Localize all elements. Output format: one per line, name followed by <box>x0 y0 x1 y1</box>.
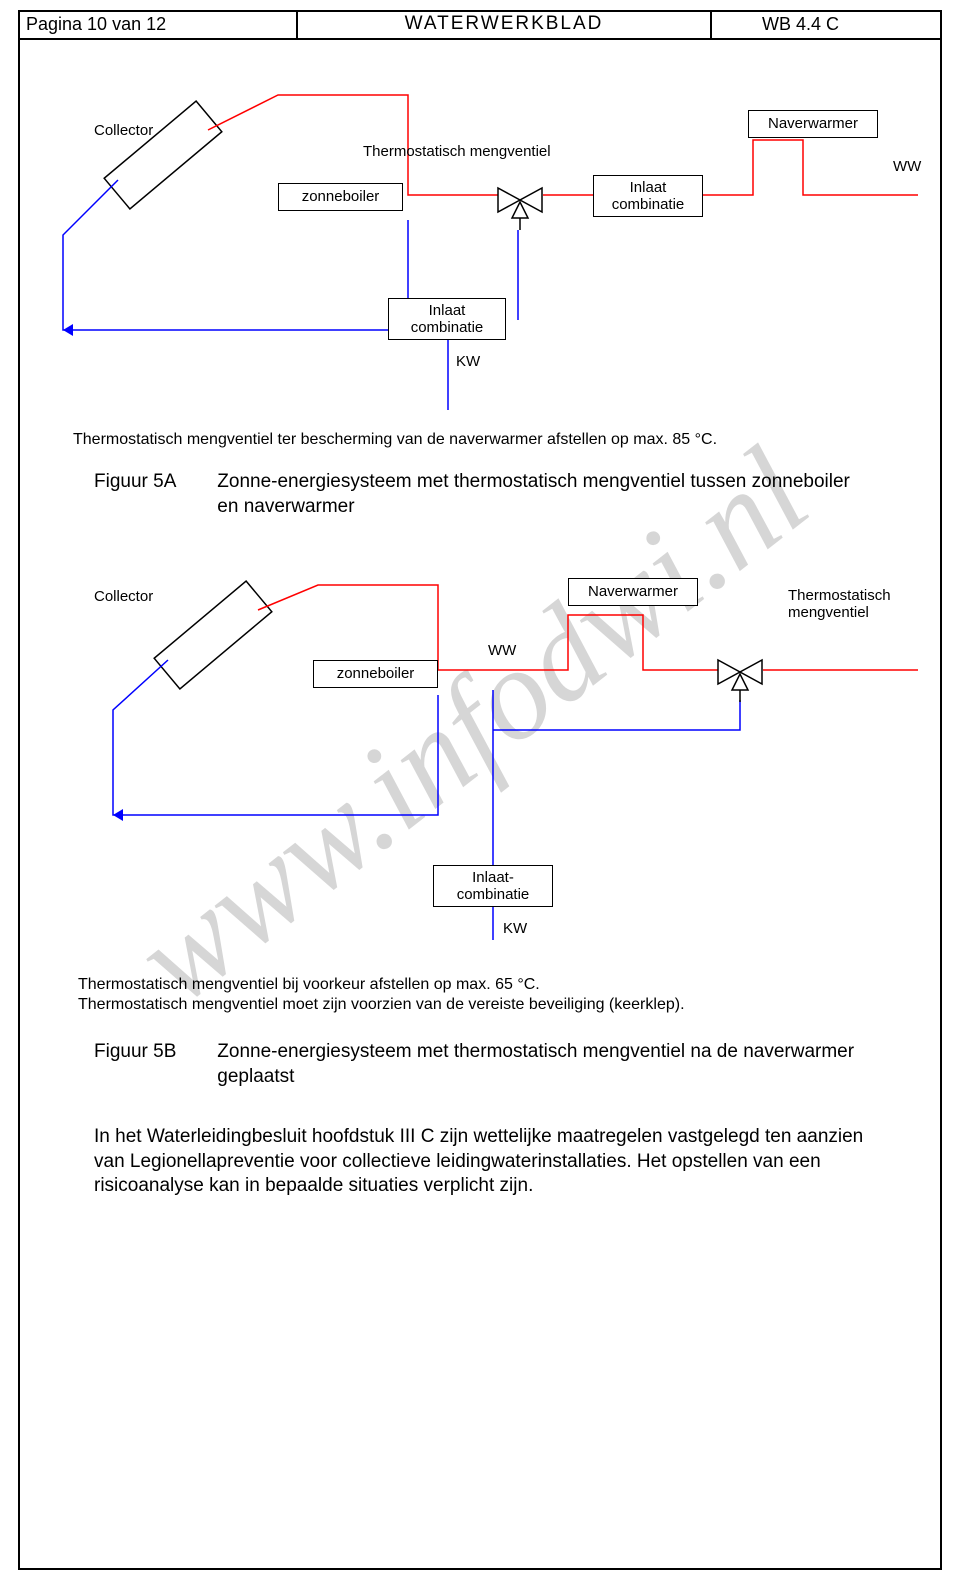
caption-5b-label: Figuur 5B <box>94 1040 212 1065</box>
caption-5a: Figuur 5A Zonne-energiesysteem met therm… <box>94 470 884 519</box>
page-number: Pagina 10 van 12 <box>18 10 298 38</box>
box-naverwarmer-a: Naverwarmer <box>748 110 878 138</box>
note-5b-2: Thermostatisch mengventiel moet zijn voo… <box>78 995 908 1015</box>
note-5b-1: Thermostatisch mengventiel bij voorkeur … <box>78 975 908 995</box>
box-zonneboiler-b: zonneboiler <box>313 660 438 688</box>
page-header: Pagina 10 van 12 WATERWERKBLAD WB 4.4 C <box>18 10 942 40</box>
box-naverwarmer-b: Naverwarmer <box>568 578 698 606</box>
label-thermo-b: Thermostatisch mengventiel <box>788 587 891 621</box>
label-collector-a: Collector <box>94 122 153 139</box>
body-paragraph: In het Waterleidingbesluit hoofdstuk III… <box>94 1125 884 1199</box>
caption-5b-text: Zonne-energiesysteem met thermostatisch … <box>217 1040 857 1089</box>
label-thermo-a: Thermostatisch mengventiel <box>363 143 551 160</box>
note-5a: Thermostatisch mengventiel ter beschermi… <box>73 430 893 450</box>
doc-title: WATERWERKBLAD <box>298 10 712 38</box>
box-inlaat2-a: Inlaat combinatie <box>388 298 506 340</box>
caption-5b: Figuur 5B Zonne-energiesysteem met therm… <box>94 1040 884 1089</box>
diagram-5b-lines <box>18 560 942 980</box>
label-kw-b: KW <box>503 920 527 937</box>
caption-5a-text: Zonne-energiesysteem met thermostatisch … <box>217 470 857 519</box>
page-content: www.infodwi.nl Collector Thermostatisch … <box>18 40 942 1570</box>
label-ww-a: WW <box>893 158 921 175</box>
label-ww-b: WW <box>488 642 516 659</box>
caption-5a-label: Figuur 5A <box>94 470 212 495</box>
label-kw-a: KW <box>456 353 480 370</box>
label-collector-b: Collector <box>94 588 153 605</box>
box-inlaat-a: Inlaat combinatie <box>593 175 703 217</box>
doc-code: WB 4.4 C <box>712 10 942 38</box>
box-zonneboiler-a: zonneboiler <box>278 183 403 211</box>
box-inlaat-b: Inlaat- combinatie <box>433 865 553 907</box>
